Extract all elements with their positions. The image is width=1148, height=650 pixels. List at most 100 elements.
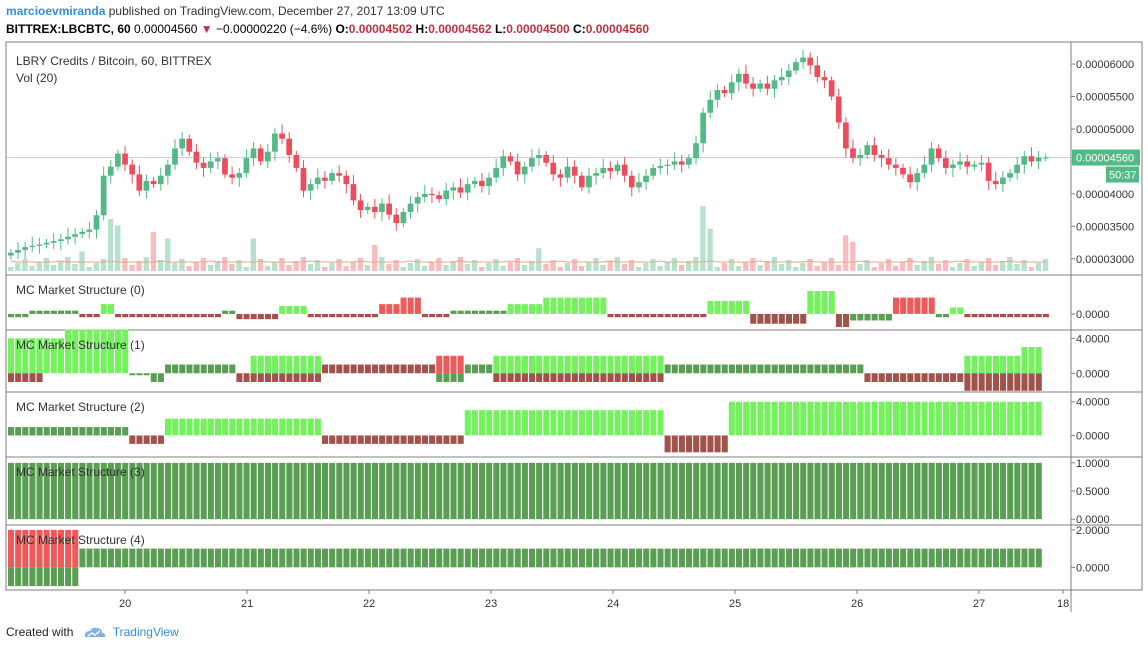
volume-bar (500, 266, 506, 271)
indicator-bar (364, 313, 371, 318)
candle-body (322, 177, 328, 181)
indicator-bar (1028, 462, 1035, 520)
candle-body (371, 206, 378, 213)
indicator-bar (436, 462, 443, 520)
candle-body (443, 190, 450, 200)
volume-bar (693, 257, 699, 271)
indicator-bar (571, 297, 578, 314)
volume-bar (236, 260, 242, 271)
indicator-bar (992, 462, 999, 520)
indicator-bar (50, 310, 57, 314)
volume-bar (843, 235, 849, 271)
indicator-bar (243, 548, 250, 568)
indicator-bar (286, 355, 293, 374)
indicator-bar (179, 364, 186, 374)
footer: Created with TradingView (6, 625, 179, 640)
indicator-bar (57, 310, 65, 314)
volume-bar (165, 238, 171, 271)
indicator-bar (136, 548, 143, 568)
indicator-bar (300, 462, 307, 520)
indicator-bar (985, 548, 992, 568)
indicator-bar (636, 462, 643, 520)
indicator-bar (43, 462, 50, 520)
indicator-bar (100, 462, 107, 520)
volume-bar (421, 266, 428, 271)
candle-body (800, 57, 806, 63)
indicator-bar (728, 548, 735, 568)
indicator-bar (521, 548, 528, 568)
indicator-bar (521, 462, 528, 520)
indicator-bar (971, 401, 978, 436)
candle-body (536, 154, 542, 159)
indicator-bar (514, 548, 521, 568)
indicator-bar (650, 313, 657, 318)
indicator-bar (36, 427, 43, 436)
indicator-bar (657, 355, 664, 374)
indicator-bar (921, 297, 928, 314)
indicator-bar (593, 410, 600, 436)
indicator-bar (457, 355, 464, 374)
indicator-bar (864, 373, 871, 382)
indicator-bar (500, 548, 507, 568)
volume-bar (22, 259, 28, 271)
indicator-bar (93, 329, 100, 374)
candle-body (186, 138, 193, 152)
candle-body (279, 133, 285, 139)
indicator-bar (950, 307, 957, 314)
indicator-bar (785, 313, 792, 324)
indicator-bar (29, 310, 36, 314)
volume-bar (550, 260, 556, 271)
indicator-bar (15, 373, 22, 382)
indicator-bar (728, 300, 735, 314)
indicator-bar (700, 548, 707, 568)
candle-body (1035, 157, 1042, 162)
volume-bar (300, 257, 306, 271)
author-link[interactable]: marcioevmiranda (6, 4, 106, 18)
indicator-bar (286, 306, 293, 314)
indicator-bar (892, 401, 900, 436)
indicator-bar (450, 373, 457, 382)
volume-bar (50, 265, 57, 271)
indicator-bar (36, 373, 43, 382)
indicator-bar (557, 462, 564, 520)
indicator-bar (971, 462, 978, 520)
volume-bar (850, 241, 856, 271)
volume-bar (243, 267, 249, 271)
indicator-bar (507, 548, 514, 568)
tradingview-link[interactable]: TradingView (112, 625, 179, 639)
indicator-bar (107, 548, 114, 568)
candle-body (971, 164, 978, 167)
indicator-bar (821, 291, 828, 314)
low-label: L: (494, 22, 507, 36)
indicator-bar (707, 300, 714, 314)
indicator-bar (386, 304, 393, 314)
indicator-bar (850, 548, 857, 568)
volume-bar (464, 264, 471, 271)
indicator-bar (664, 462, 671, 520)
indicator-bar (885, 462, 892, 520)
indicator-bar (771, 364, 778, 374)
candle-body (314, 177, 321, 185)
indicator-bar (578, 355, 586, 374)
indicator-bar (564, 297, 571, 314)
price-axis-label: 0.00004000 (1076, 189, 1134, 201)
last-price-badge-label: 0.00004560 (1076, 153, 1134, 165)
indicator-bar (400, 435, 407, 444)
volume-bar (857, 264, 863, 271)
volume-bar (493, 259, 499, 271)
indicator-bar (536, 304, 543, 314)
indicator-bar (1035, 347, 1042, 374)
indicator-bar (136, 373, 143, 376)
indicator-bar (807, 462, 814, 520)
indicator-bar (892, 373, 900, 382)
indicator-bar (850, 313, 857, 321)
candle-body (921, 164, 928, 174)
price-axis-label: 0.00003000 (1076, 254, 1134, 266)
volume-bar (571, 259, 578, 271)
indicator-bar (650, 462, 657, 520)
indicator-bar (450, 355, 457, 374)
indicator-bar (607, 313, 614, 318)
indicator-bar (1035, 313, 1042, 318)
candle-body (386, 203, 392, 215)
